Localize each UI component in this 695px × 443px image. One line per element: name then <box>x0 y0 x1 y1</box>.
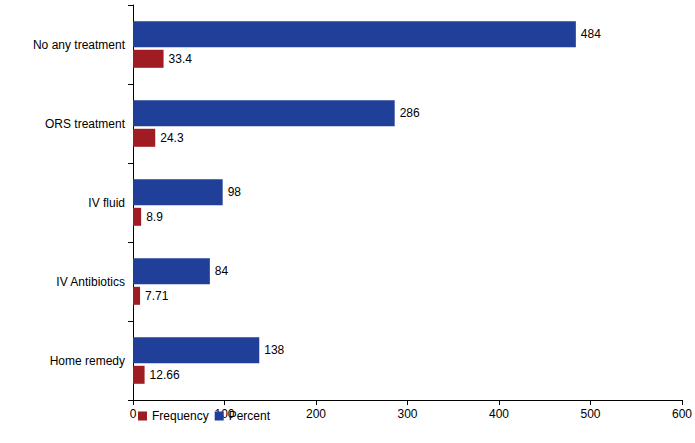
svg-text:No any treatment: No any treatment <box>33 38 126 52</box>
svg-text:286: 286 <box>400 106 420 120</box>
svg-text:84: 84 <box>215 264 229 278</box>
svg-text:IV fluid: IV fluid <box>88 196 125 210</box>
svg-text:0: 0 <box>130 407 137 421</box>
svg-text:138: 138 <box>264 343 284 357</box>
svg-text:12.66: 12.66 <box>150 368 180 382</box>
svg-text:33.4: 33.4 <box>169 52 193 66</box>
svg-text:IV Antibiotics: IV Antibiotics <box>56 275 125 289</box>
svg-text:484: 484 <box>581 27 601 41</box>
svg-text:Percent: Percent <box>229 409 271 423</box>
svg-text:24.3: 24.3 <box>160 131 184 145</box>
svg-text:500: 500 <box>580 407 600 421</box>
svg-text:300: 300 <box>397 407 417 421</box>
svg-text:8.9: 8.9 <box>146 210 163 224</box>
svg-text:Frequency: Frequency <box>152 409 209 423</box>
svg-text:100: 100 <box>214 407 235 421</box>
svg-text:7.71: 7.71 <box>145 289 169 303</box>
svg-text:Home remedy: Home remedy <box>50 354 125 368</box>
svg-text:600: 600 <box>672 407 692 421</box>
svg-text:400: 400 <box>489 407 509 421</box>
svg-text:200: 200 <box>306 407 326 421</box>
svg-text:98: 98 <box>228 185 242 199</box>
svg-text:ORS treatment: ORS treatment <box>45 117 126 131</box>
